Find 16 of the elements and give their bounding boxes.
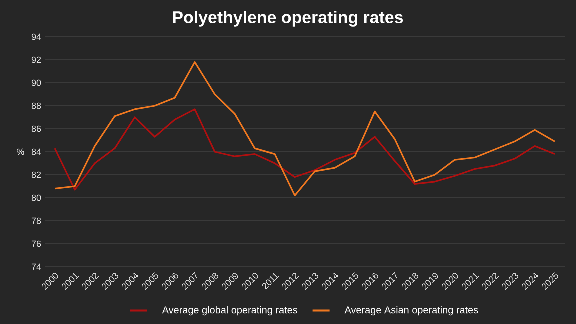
y-tick-label: 94 [32, 34, 42, 40]
y-tick-label: 88 [32, 102, 42, 110]
y-tick-label: 76 [32, 240, 42, 248]
y-tick-label: 74 [32, 264, 42, 270]
y-tick-label: 90 [32, 80, 42, 86]
y-tick-label: 86 [32, 126, 42, 132]
y-tick-label: 92 [32, 56, 42, 64]
y-tick-label: 80 [32, 194, 42, 202]
line-series [54, 108, 556, 191]
chart-title: Polyethylene operating rates [173, 11, 404, 27]
y-axis-title: % [17, 148, 24, 156]
legend-label: Average Asian operating rates [344, 306, 478, 316]
y-tick-label: 82 [32, 172, 42, 178]
y-tick-label: 84 [32, 148, 42, 156]
legend-label: Average global operating rates [162, 306, 298, 316]
y-tick-label: 78 [32, 218, 42, 224]
